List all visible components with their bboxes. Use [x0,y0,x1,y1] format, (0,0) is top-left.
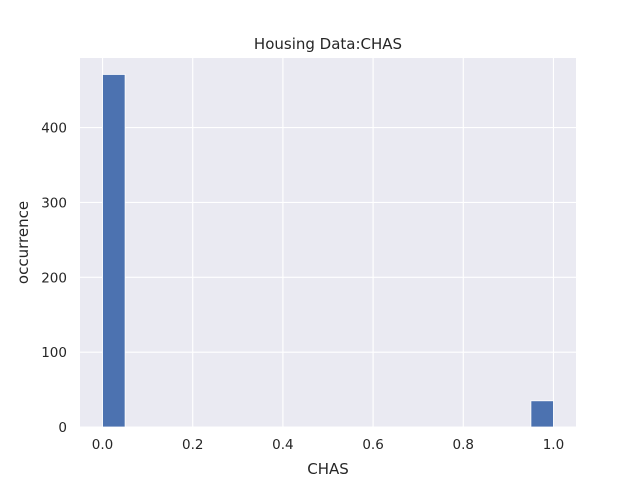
y-tick-label: 200 [41,270,67,286]
histogram-bar [102,74,126,428]
bars [102,74,554,428]
x-tick-label: 0.6 [362,437,383,453]
x-tick-label: 0.4 [272,437,293,453]
y-tick-label: 400 [41,121,67,137]
x-axis-ticks: 0.0 0.2 0.4 0.6 0.8 1.0 [92,437,564,453]
histogram-bar [530,400,554,428]
y-tick-label: 100 [41,345,67,361]
y-axis-label: occurrence [14,201,32,284]
chart-title: Housing Data:CHAS [254,35,402,53]
x-tick-label: 0.0 [92,437,113,453]
plot-area [80,58,576,427]
x-tick-label: 1.0 [543,437,564,453]
x-axis-label: CHAS [307,460,349,478]
y-tick-label: 300 [41,195,67,211]
grid [80,58,576,428]
x-tick-label: 0.2 [182,437,203,453]
x-tick-label: 0.8 [453,437,474,453]
y-axis-ticks: 0 100 200 300 400 [41,121,67,436]
y-tick-label: 0 [58,420,67,436]
